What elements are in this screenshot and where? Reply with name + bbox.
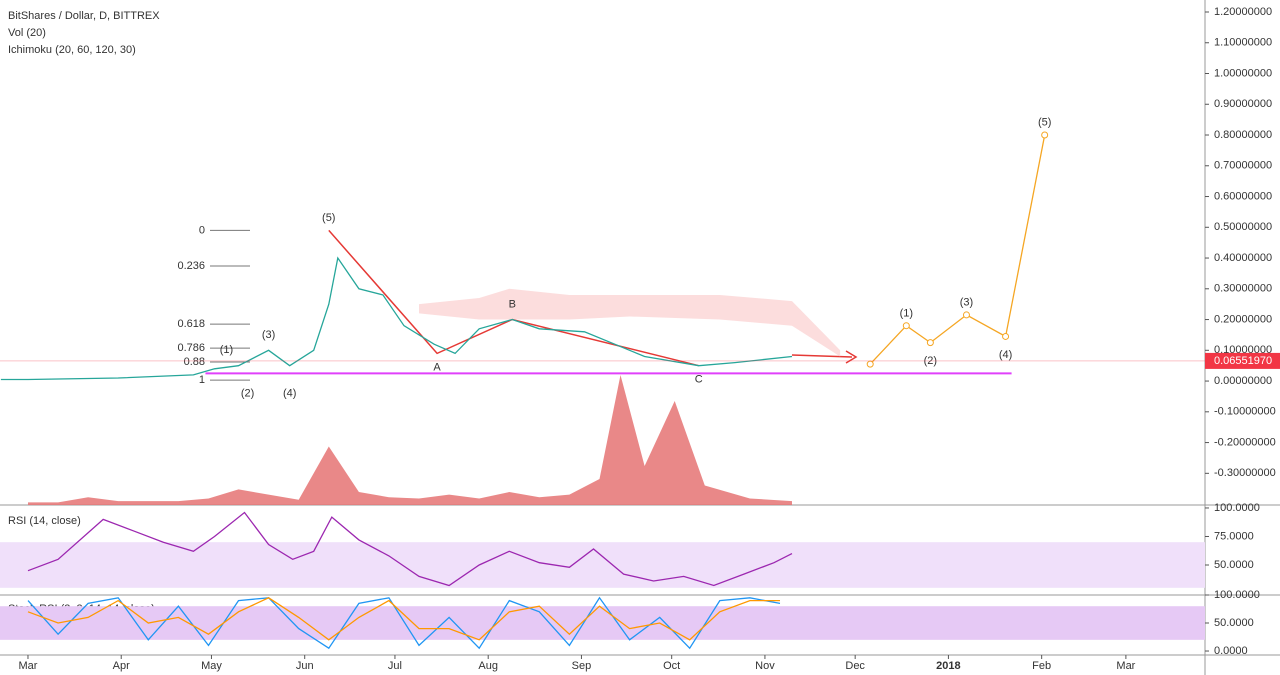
projection-point xyxy=(1041,131,1049,139)
y-tick-label: 0.60000000 xyxy=(1214,190,1272,202)
y-tick-label: 0.80000000 xyxy=(1214,129,1272,141)
x-tick-label: 2018 xyxy=(936,660,960,672)
fib-label: 0.786 xyxy=(177,342,205,354)
x-tick-label: Apr xyxy=(113,660,130,672)
ichimoku-cloud xyxy=(419,288,841,357)
x-tick-label: May xyxy=(201,660,222,672)
x-tick-label: Nov xyxy=(755,660,775,672)
fib-label: 0.236 xyxy=(177,260,205,272)
y-tick-label: 50.0000 xyxy=(1214,559,1254,571)
series-line xyxy=(27,511,793,587)
y-tick-label: 0.20000000 xyxy=(1214,313,1272,325)
wave-label: (4) xyxy=(283,387,296,399)
projection-point xyxy=(962,311,970,319)
wave-label: (2) xyxy=(924,355,937,367)
abc-label: A xyxy=(433,361,441,373)
x-tick-label: Dec xyxy=(845,660,865,672)
arrow xyxy=(791,354,853,358)
series-line xyxy=(27,597,780,641)
fib-label: 0.88 xyxy=(184,356,205,368)
y-tick-label: -0.30000000 xyxy=(1214,467,1276,479)
wave-label: (2) xyxy=(241,387,254,399)
y-tick-label: 1.10000000 xyxy=(1214,37,1272,49)
projection-point xyxy=(926,339,934,347)
wave-label: (1) xyxy=(220,344,233,356)
y-tick-label: 100.0000 xyxy=(1214,502,1260,514)
y-tick-label: 0.50000000 xyxy=(1214,221,1272,233)
x-tick-label: Aug xyxy=(478,660,498,672)
y-tick-label: 100.0000 xyxy=(1214,589,1260,601)
x-tick-label: Mar xyxy=(18,660,37,672)
chart-title: BitShares / Dollar, D, BITTREX xyxy=(8,10,160,22)
volume-area xyxy=(27,375,793,505)
band xyxy=(0,542,1205,588)
fib-label: 1 xyxy=(199,374,205,386)
y-tick-label: 0.90000000 xyxy=(1214,98,1272,110)
abc-label: B xyxy=(509,298,516,310)
series-line xyxy=(27,596,781,650)
y-tick-label: 75.0000 xyxy=(1214,530,1254,542)
x-tick-label: Sep xyxy=(572,660,592,672)
band xyxy=(0,606,1205,640)
wave-label: (4) xyxy=(999,349,1012,361)
wave-label: (5) xyxy=(1038,117,1051,129)
indicator-label: Vol (20) xyxy=(8,27,46,39)
projection-point xyxy=(902,322,910,330)
abc-line xyxy=(328,229,699,367)
last-price-label: 0.06551970 xyxy=(1214,355,1272,367)
y-tick-label: 0.40000000 xyxy=(1214,252,1272,264)
x-tick-label: Jul xyxy=(388,660,402,672)
wave-label: (3) xyxy=(262,329,275,341)
wave-label: (5) xyxy=(322,212,335,224)
last-price-box xyxy=(1205,352,1280,369)
abc-label: C xyxy=(695,374,703,386)
projection-point xyxy=(866,360,874,368)
x-tick-label: Jun xyxy=(296,660,314,672)
y-tick-label: 0.30000000 xyxy=(1214,283,1272,295)
y-tick-label: 50.0000 xyxy=(1214,617,1254,629)
series-line xyxy=(869,134,1046,365)
x-tick-label: Mar xyxy=(1116,660,1135,672)
arrow-head xyxy=(845,350,858,364)
pane-title: RSI (14, close) xyxy=(8,515,81,527)
y-tick-label: 0.00000000 xyxy=(1214,375,1272,387)
series-line xyxy=(0,256,793,381)
y-tick-label: -0.20000000 xyxy=(1214,436,1276,448)
y-tick-label: 1.00000000 xyxy=(1214,67,1272,79)
fib-label: 0 xyxy=(199,224,205,236)
y-tick-label: -0.10000000 xyxy=(1214,406,1276,418)
wave-label: (3) xyxy=(960,297,973,309)
x-tick-label: Feb xyxy=(1032,660,1051,672)
fib-label: 0.618 xyxy=(177,318,205,330)
y-tick-label: 1.20000000 xyxy=(1214,6,1272,18)
wave-label: (1) xyxy=(900,307,913,319)
y-tick-label: 0.0000 xyxy=(1214,645,1248,657)
y-tick-label: 0.70000000 xyxy=(1214,160,1272,172)
projection-point xyxy=(1002,332,1010,340)
x-tick-label: Oct xyxy=(663,660,680,672)
indicator-label: Ichimoku (20, 60, 120, 30) xyxy=(8,44,136,56)
